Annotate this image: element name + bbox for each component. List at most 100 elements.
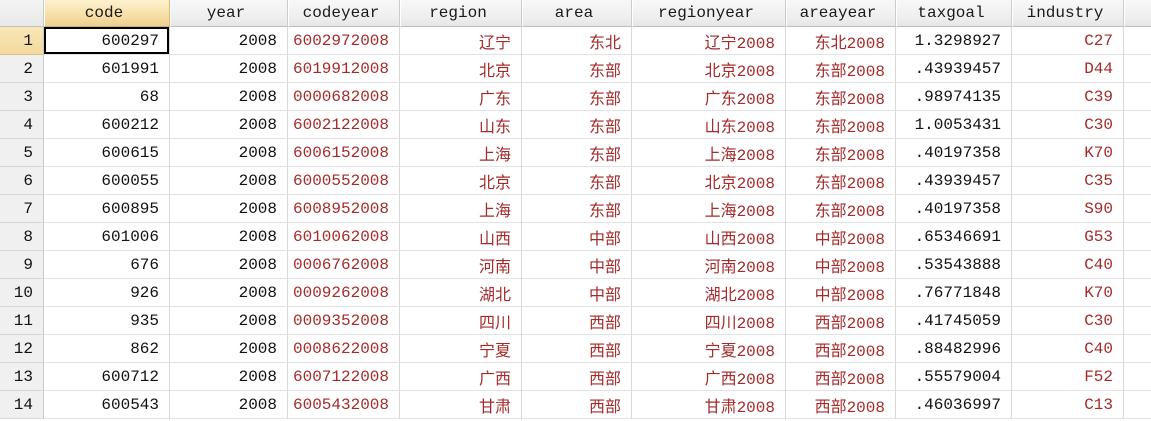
cell-area[interactable]: 东部 [522,195,632,223]
cell-code[interactable]: 926 [44,279,170,307]
cell-areayear[interactable]: 西部2008 [786,391,896,419]
column-header-industry[interactable]: industry [1012,0,1124,27]
cell-regionyear[interactable]: 北京2008 [632,167,786,195]
row-number[interactable]: 2 [0,55,44,83]
cell-areayear[interactable]: 中部2008 [786,279,896,307]
cell-regionyear[interactable]: 上海2008 [632,139,786,167]
row-number[interactable]: 6 [0,167,44,195]
cell-industry[interactable]: C30 [1012,307,1124,335]
cell-regionyear[interactable]: 山西2008 [632,223,786,251]
cell-region[interactable]: 广东 [400,83,522,111]
corner-header[interactable] [0,0,44,27]
column-header-codeyear[interactable]: codeyear [288,0,400,27]
cell-taxgoal[interactable]: .55579004 [896,363,1012,391]
cell-region[interactable]: 上海 [400,195,522,223]
cell-industry[interactable]: D44 [1012,55,1124,83]
cell-industry[interactable]: S90 [1012,195,1124,223]
cell-taxgoal[interactable]: .40197358 [896,139,1012,167]
cell-region[interactable]: 河南 [400,251,522,279]
cell-code[interactable]: 600615 [44,139,170,167]
cell-codeyear[interactable]: 0009352008 [288,307,400,335]
cell-codeyear[interactable]: 6000552008 [288,167,400,195]
row-number[interactable]: 1 [0,27,44,55]
row-number[interactable]: 4 [0,111,44,139]
cell-region[interactable]: 山东 [400,111,522,139]
cell-region[interactable]: 辽宁 [400,27,522,55]
cell-code[interactable]: 600712 [44,363,170,391]
cell-areayear[interactable]: 东北2008 [786,27,896,55]
cell-area[interactable]: 中部 [522,279,632,307]
cell-taxgoal[interactable]: 1.3298927 [896,27,1012,55]
row-number[interactable]: 3 [0,83,44,111]
cell-taxgoal[interactable]: .76771848 [896,279,1012,307]
cell-codeyear[interactable]: 6008952008 [288,195,400,223]
cell-region[interactable]: 北京 [400,55,522,83]
cell-areayear[interactable]: 中部2008 [786,251,896,279]
cell-year[interactable]: 2008 [170,111,288,139]
cell-codeyear[interactable]: 6005432008 [288,391,400,419]
row-number[interactable]: 8 [0,223,44,251]
cell-area[interactable]: 西部 [522,391,632,419]
cell-region[interactable]: 宁夏 [400,335,522,363]
cell-areayear[interactable]: 西部2008 [786,307,896,335]
cell-taxgoal[interactable]: 1.0053431 [896,111,1012,139]
row-number[interactable]: 10 [0,279,44,307]
row-number[interactable]: 7 [0,195,44,223]
column-header-year[interactable]: year [170,0,288,27]
cell-areayear[interactable]: 西部2008 [786,335,896,363]
cell-code[interactable]: 600297 [44,27,170,55]
cell-industry[interactable]: C40 [1012,251,1124,279]
cell-areayear[interactable]: 东部2008 [786,195,896,223]
cell-code[interactable]: 600212 [44,111,170,139]
cell-taxgoal[interactable]: .88482996 [896,335,1012,363]
cell-industry[interactable]: C40 [1012,335,1124,363]
row-number[interactable]: 12 [0,335,44,363]
cell-year[interactable]: 2008 [170,391,288,419]
cell-code[interactable]: 600895 [44,195,170,223]
cell-code[interactable]: 676 [44,251,170,279]
cell-region[interactable]: 湖北 [400,279,522,307]
column-header-area[interactable]: area [522,0,632,27]
cell-year[interactable]: 2008 [170,139,288,167]
cell-region[interactable]: 广西 [400,363,522,391]
cell-year[interactable]: 2008 [170,363,288,391]
cell-region[interactable]: 四川 [400,307,522,335]
cell-areayear[interactable]: 中部2008 [786,223,896,251]
cell-taxgoal[interactable]: .43939457 [896,55,1012,83]
cell-areayear[interactable]: 东部2008 [786,111,896,139]
cell-taxgoal[interactable]: .41745059 [896,307,1012,335]
cell-regionyear[interactable]: 宁夏2008 [632,335,786,363]
cell-year[interactable]: 2008 [170,251,288,279]
cell-taxgoal[interactable]: .65346691 [896,223,1012,251]
cell-regionyear[interactable]: 北京2008 [632,55,786,83]
cell-year[interactable]: 2008 [170,307,288,335]
cell-year[interactable]: 2008 [170,55,288,83]
cell-codeyear[interactable]: 6002122008 [288,111,400,139]
cell-codeyear[interactable]: 6006152008 [288,139,400,167]
row-number[interactable]: 13 [0,363,44,391]
cell-year[interactable]: 2008 [170,223,288,251]
cell-year[interactable]: 2008 [170,83,288,111]
cell-area[interactable]: 西部 [522,335,632,363]
cell-area[interactable]: 东部 [522,139,632,167]
cell-area[interactable]: 东北 [522,27,632,55]
cell-area[interactable]: 东部 [522,111,632,139]
column-header-areayear[interactable]: areayear [786,0,896,27]
cell-code[interactable]: 68 [44,83,170,111]
cell-code[interactable]: 600055 [44,167,170,195]
cell-taxgoal[interactable]: .43939457 [896,167,1012,195]
cell-regionyear[interactable]: 上海2008 [632,195,786,223]
cell-area[interactable]: 西部 [522,363,632,391]
cell-region[interactable]: 甘肃 [400,391,522,419]
cell-regionyear[interactable]: 湖北2008 [632,279,786,307]
cell-codeyear[interactable]: 0000682008 [288,83,400,111]
cell-area[interactable]: 中部 [522,223,632,251]
row-number[interactable]: 11 [0,307,44,335]
cell-year[interactable]: 2008 [170,195,288,223]
cell-code[interactable]: 862 [44,335,170,363]
cell-areayear[interactable]: 东部2008 [786,55,896,83]
cell-industry[interactable]: F52 [1012,363,1124,391]
column-header-taxgoal[interactable]: taxgoal [896,0,1012,27]
column-header-code[interactable]: code [44,0,170,27]
cell-area[interactable]: 东部 [522,55,632,83]
